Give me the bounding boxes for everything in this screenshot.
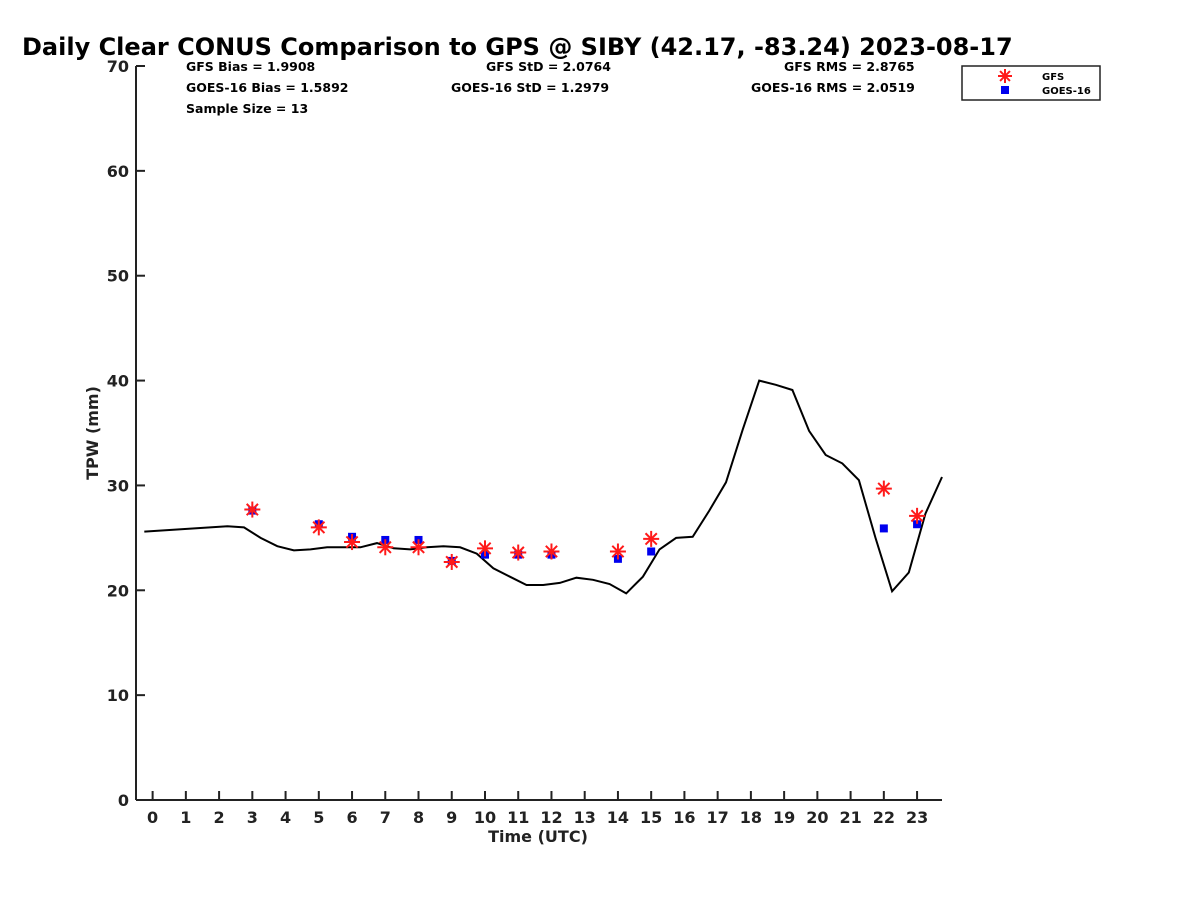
x-tick-label: 4: [280, 808, 291, 827]
gfs-point: [875, 480, 892, 497]
x-tick-label: 11: [507, 808, 529, 827]
x-tick-label: 7: [380, 808, 391, 827]
stats-panel: GFS Bias = 1.9908 GOES-16 Bias = 1.5892 …: [186, 59, 915, 116]
y-tick-label: 40: [107, 372, 129, 391]
gfs-point: [410, 539, 427, 556]
x-tick-label: 23: [906, 808, 928, 827]
legend-gfs-asterisk: [998, 69, 1012, 83]
y-axis-label: TPW (mm): [83, 386, 102, 480]
y-ticks: 0 10 20 30 40 50 60 70: [107, 57, 145, 810]
stat-gfs-bias: GFS Bias = 1.9908: [186, 59, 315, 74]
stat-gfs-std: GFS StD = 2.0764: [486, 59, 611, 74]
y-tick-label: 0: [118, 791, 129, 810]
x-tick-label: 17: [707, 808, 729, 827]
legend-goes-label: GOES-16: [1042, 86, 1091, 97]
y-tick-label: 60: [107, 162, 129, 181]
x-tick-label: 9: [446, 808, 457, 827]
chart-title: Daily Clear CONUS Comparison to GPS @ SI…: [22, 33, 1013, 61]
y-tick-label: 20: [107, 581, 129, 600]
x-tick-label: 3: [247, 808, 258, 827]
legend-gfs-label: GFS: [1042, 72, 1064, 83]
y-tick-label: 30: [107, 476, 129, 495]
gfs-point: [377, 539, 394, 556]
x-tick-label: 14: [607, 808, 629, 827]
x-tick-label: 6: [346, 808, 357, 827]
gfs-point: [543, 543, 560, 560]
gps-line-series: [144, 379, 943, 595]
stat-goes-rms: GOES-16 RMS = 2.0519: [751, 80, 915, 95]
gfs-point: [443, 553, 460, 570]
gfs-point: [244, 501, 261, 518]
x-tick-label: 0: [147, 808, 158, 827]
x-tick-label: 5: [313, 808, 324, 827]
x-tick-label: 22: [873, 808, 895, 827]
legend: GFS GOES-16: [961, 65, 1101, 101]
x-ticks: 0 1 2 3 4 5 6 7 8 9 10 11 12 13 14 15 16 17 18 19 20 21 22 23: [147, 791, 928, 827]
x-tick-label: 21: [839, 808, 861, 827]
gfs-point: [476, 540, 493, 557]
stat-goes-bias: GOES-16 Bias = 1.5892: [186, 80, 348, 95]
y-tick-label: 70: [107, 57, 129, 76]
gps-line: [144, 379, 943, 595]
goes16-point: [647, 547, 656, 556]
x-tick-label: 12: [540, 808, 562, 827]
x-axis-label: Time (UTC): [488, 827, 588, 846]
stat-sample-size: Sample Size = 13: [186, 101, 308, 116]
gfs-series: [244, 480, 926, 570]
y-tick-label: 10: [107, 686, 129, 705]
gfs-point: [909, 507, 926, 524]
x-tick-label: 2: [214, 808, 225, 827]
x-tick-label: 16: [673, 808, 695, 827]
gfs-point: [643, 530, 660, 547]
goes16-point: [879, 524, 888, 533]
x-tick-label: 15: [640, 808, 662, 827]
goes16-series: [248, 506, 922, 565]
y-tick-label: 50: [107, 267, 129, 286]
x-tick-label: 18: [740, 808, 762, 827]
stat-goes-std: GOES-16 StD = 1.2979: [451, 80, 609, 95]
plot-axes: [135, 66, 942, 801]
stat-gfs-rms: GFS RMS = 2.8765: [784, 59, 915, 74]
legend-goes-marker: [1001, 86, 1009, 94]
goes16-point: [913, 520, 922, 529]
x-tick-label: 10: [474, 808, 496, 827]
gfs-point: [344, 534, 361, 551]
legend-gfs-marker: [998, 69, 1012, 83]
x-tick-label: 19: [773, 808, 795, 827]
x-tick-label: 20: [806, 808, 828, 827]
gfs-point: [609, 543, 626, 560]
x-tick-label: 1: [180, 808, 191, 827]
x-tick-label: 13: [574, 808, 596, 827]
legend-box: [961, 65, 1101, 101]
gfs-point: [510, 544, 527, 561]
gfs-point: [310, 519, 327, 536]
x-tick-label: 8: [413, 808, 424, 827]
